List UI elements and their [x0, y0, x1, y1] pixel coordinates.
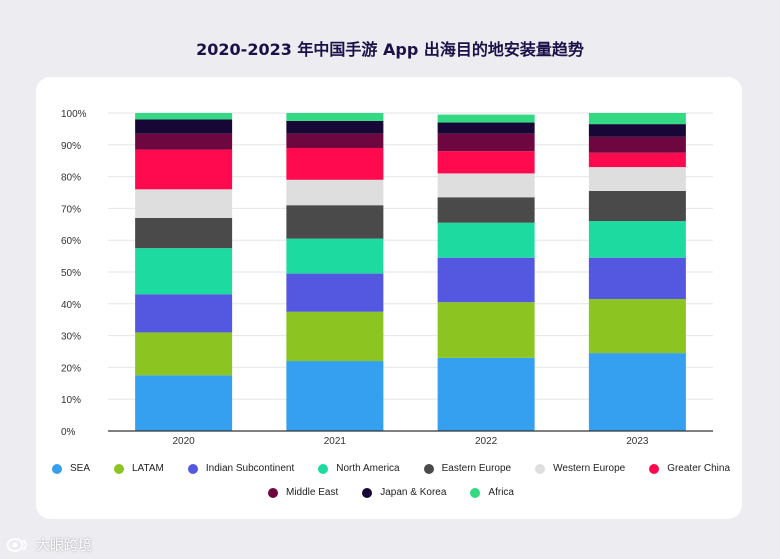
legend-item: Africa: [470, 487, 514, 498]
y-tick-label: 10%: [61, 395, 81, 406]
bar-segment-japan-korea: [588, 124, 686, 137]
legend-swatch-icon: [187, 463, 198, 474]
y-tick-label: 50%: [61, 268, 81, 279]
bar-segment-sea: [437, 357, 535, 431]
y-tick-label: 0%: [61, 427, 76, 438]
bar-segment-north-america: [135, 248, 233, 295]
bar-segment-greater-china: [135, 149, 233, 190]
legend-swatch-icon: [470, 487, 481, 498]
bar-segment-indian-subcontinent: [286, 273, 384, 312]
y-tick-label: 100%: [61, 109, 87, 120]
x-tick-label: 2021: [324, 436, 347, 447]
bar-segment-greater-china: [286, 147, 384, 180]
bar-segment-eastern-europe: [588, 190, 686, 222]
bar-segment-indian-subcontinent: [437, 257, 535, 303]
bar-segment-greater-china: [437, 151, 535, 174]
bar-segment-middle-east: [437, 133, 535, 152]
y-tick-label: 30%: [61, 332, 81, 343]
bar-segment-indian-subcontinent: [135, 294, 233, 333]
y-tick-label: 60%: [61, 236, 81, 247]
legend-item: Indian Subcontinent: [187, 463, 295, 474]
bar-segment-middle-east: [588, 136, 686, 153]
legend-label: Western Europe: [553, 463, 626, 474]
legend-swatch-icon: [649, 463, 660, 474]
bar-segment-middle-east: [286, 133, 384, 148]
bar-segment-eastern-europe: [135, 217, 233, 249]
chart-title: 2020-2023 年中国手游 App 出海目的地安装量趋势: [196, 40, 584, 59]
bar-segment-western-europe: [437, 173, 535, 198]
bar-segment-latam: [588, 299, 686, 354]
legend-label: Middle East: [286, 487, 339, 498]
bar-segment-africa: [286, 113, 384, 121]
legend-item: Eastern Europe: [423, 463, 512, 474]
legend-item: Western Europe: [535, 463, 625, 474]
legend-label: SEA: [69, 463, 90, 474]
legend-label: LATAM: [132, 463, 164, 474]
bar-segment-greater-china: [588, 152, 686, 168]
legend-row-2: Middle East Japan & Korea Africa: [56, 487, 726, 498]
bar-segment-western-europe: [286, 179, 384, 206]
legend-item: LATAM: [114, 463, 164, 474]
y-tick-label: 40%: [61, 300, 81, 311]
y-tick-label: 70%: [61, 204, 81, 215]
y-tick-label: 80%: [61, 173, 81, 184]
bar-segment-japan-korea: [135, 119, 233, 134]
bar-segment-indian-subcontinent: [588, 257, 686, 300]
bar-segment-sea: [286, 361, 384, 431]
bar-segment-sea: [588, 353, 686, 431]
bar-segment-sea: [135, 375, 233, 431]
legend-item: SEA: [51, 463, 90, 474]
y-tick-label: 20%: [61, 363, 81, 374]
legend-swatch-icon: [51, 463, 62, 474]
bar-segment-africa: [437, 114, 535, 123]
legend-item: Greater China: [649, 463, 730, 474]
bar-segment-western-europe: [588, 167, 686, 191]
watermark-text: 大眼跨境: [36, 538, 92, 554]
legend-label: Greater China: [667, 463, 731, 474]
legend-swatch-icon: [268, 487, 278, 498]
bar-segment-japan-korea: [286, 120, 384, 134]
eye-logo-icon: [6, 538, 27, 552]
legend-row-1: SEA LATAM Indian Subcontinent North America…: [51, 463, 730, 474]
legend-label: Indian Subcontinent: [205, 463, 295, 474]
x-tick-label: 2023: [626, 436, 649, 447]
bar-segment-latam: [135, 332, 233, 376]
legend-item: Japan & Korea: [362, 487, 446, 498]
bar-segment-north-america: [286, 238, 384, 274]
legend-label: Eastern Europe: [441, 463, 512, 474]
x-tick-label: 2022: [475, 436, 498, 447]
legend-label: Japan & Korea: [380, 487, 447, 498]
bar-segment-north-america: [588, 221, 686, 258]
x-tick-label: 2020: [173, 436, 196, 447]
bar-segment-africa: [135, 113, 233, 120]
bar-segment-eastern-europe: [437, 197, 535, 223]
legend-swatch-icon: [362, 487, 373, 498]
bar-segment-latam: [286, 311, 384, 362]
bar-segment-north-america: [437, 222, 535, 258]
y-tick-label: 90%: [61, 141, 81, 152]
legend-label: Africa: [488, 487, 514, 498]
bar-segment-africa: [588, 113, 686, 125]
legend-label: North America: [336, 463, 400, 474]
legend-swatch-icon: [318, 463, 329, 474]
legend-swatch-icon: [114, 463, 124, 474]
bar-segment-middle-east: [135, 133, 233, 150]
bar-segment-latam: [437, 302, 535, 358]
bar-segment-japan-korea: [437, 122, 535, 134]
bar-segment-eastern-europe: [286, 205, 384, 239]
watermark: 大眼跨境: [6, 535, 92, 555]
legend-swatch-icon: [423, 463, 434, 474]
legend-item: North America: [318, 463, 400, 474]
legend-item: Middle East: [268, 487, 338, 498]
legend-swatch-icon: [535, 463, 546, 474]
bar-segment-western-europe: [135, 189, 233, 218]
